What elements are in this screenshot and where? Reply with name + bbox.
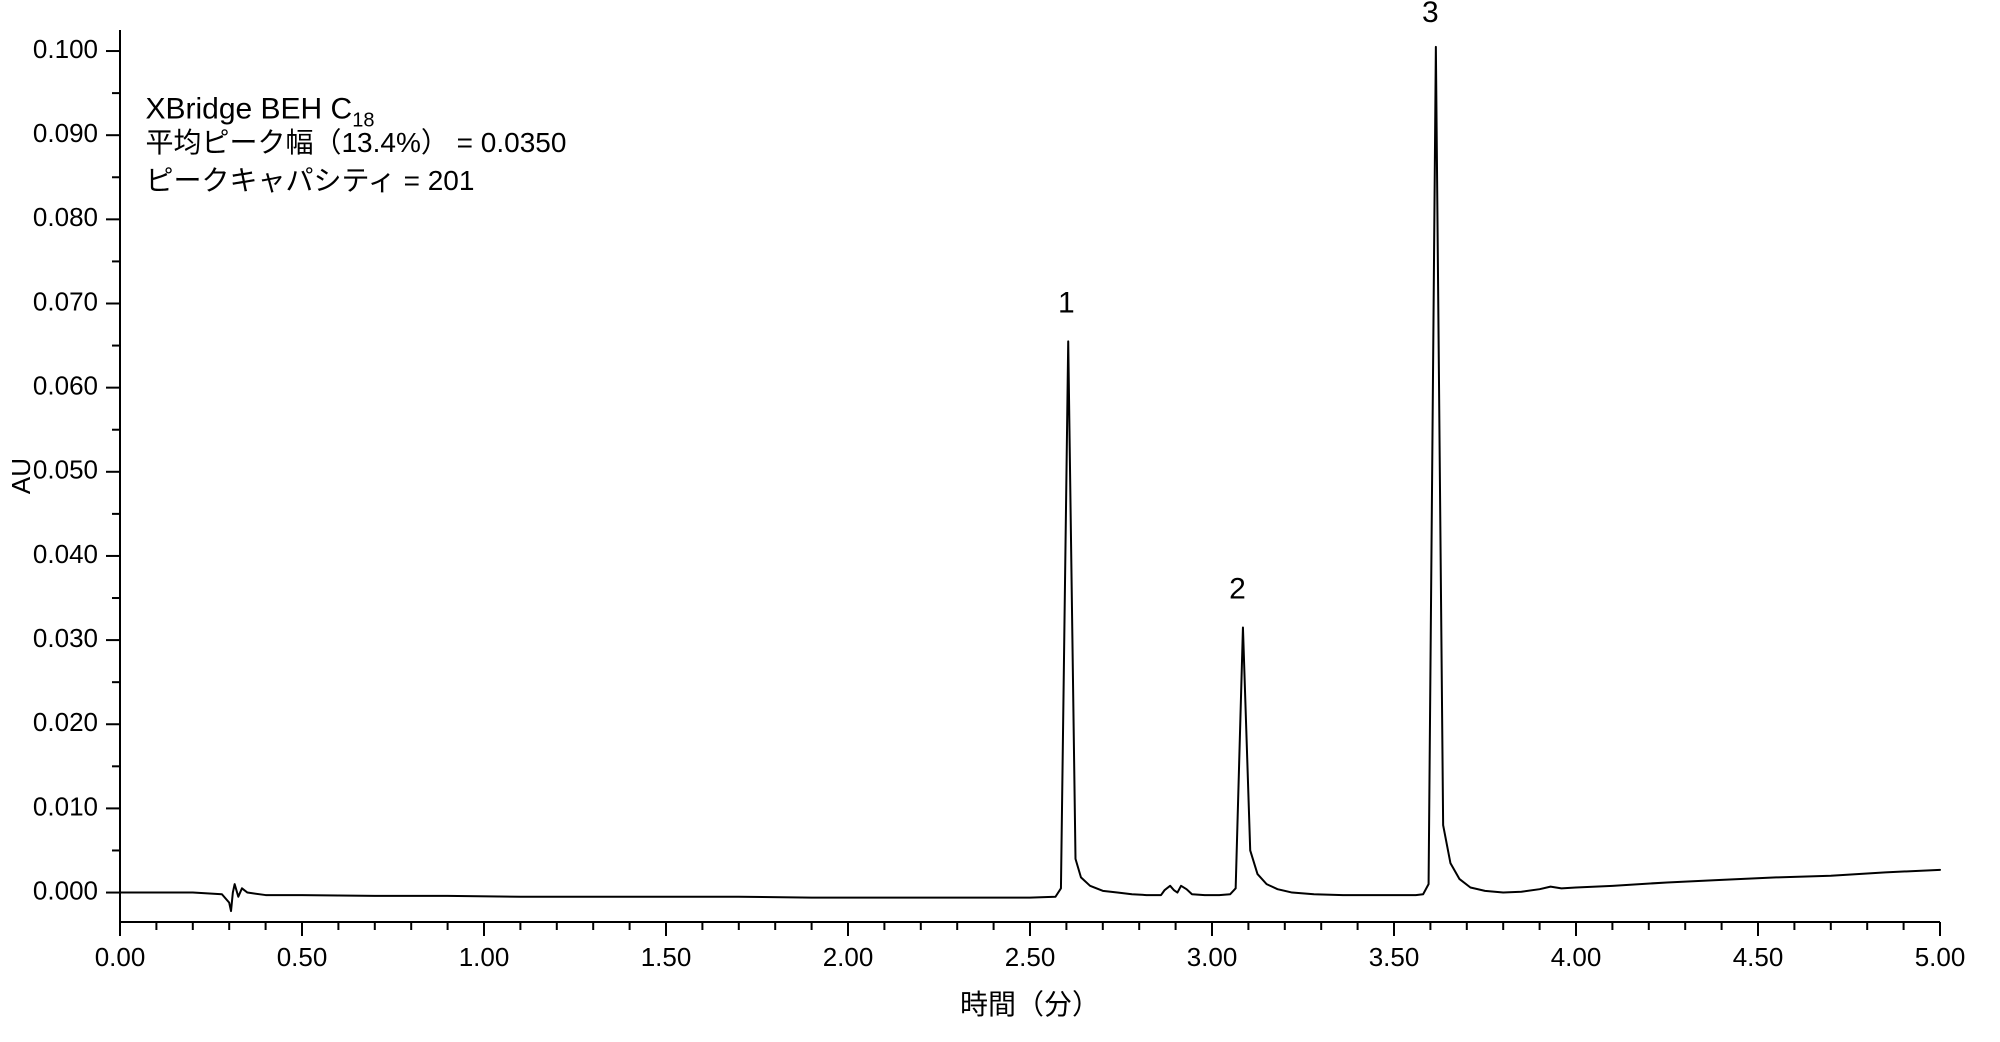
svg-text:0.090: 0.090 [33,118,98,148]
svg-text:4.00: 4.00 [1551,942,1602,972]
svg-text:0.000: 0.000 [33,875,98,905]
chart-svg: 0.000 0.010 0.020 0.030 0.040 0.050 0.060 0.070… [0,0,2000,1042]
svg-text:1.50: 1.50 [641,942,692,972]
svg-text:0.050: 0.050 [33,455,98,485]
svg-text:0.070: 0.070 [33,286,98,316]
svg-text:2.50: 2.50 [1005,942,1056,972]
svg-text:3.00: 3.00 [1187,942,1238,972]
chromatogram-chart: 0.000 0.010 0.020 0.030 0.040 0.050 0.060 0.070… [0,0,2000,1042]
svg-text:3.50: 3.50 [1369,942,1420,972]
svg-text:5.00: 5.00 [1915,942,1966,972]
svg-text:0.080: 0.080 [33,202,98,232]
svg-text:4.50: 4.50 [1733,942,1784,972]
svg-text:0.00: 0.00 [95,942,146,972]
svg-text:ピークキャパシティ = 201: ピークキャパシティ = 201 [145,165,474,196]
svg-text:1.00: 1.00 [459,942,510,972]
svg-text:時間（分）: 時間（分） [960,989,1100,1020]
svg-text:平均ピーク幅（13.4%） = 0.0350: 平均ピーク幅（13.4%） = 0.0350 [145,127,566,158]
svg-text:0.030: 0.030 [33,623,98,653]
svg-text:3: 3 [1422,0,1439,29]
svg-text:2: 2 [1229,572,1246,605]
svg-text:0.040: 0.040 [33,539,98,569]
svg-text:0.50: 0.50 [277,942,328,972]
svg-text:0.020: 0.020 [33,707,98,737]
svg-text:0.010: 0.010 [33,791,98,821]
svg-text:0.100: 0.100 [33,34,98,64]
svg-text:0.060: 0.060 [33,371,98,401]
svg-text:1: 1 [1058,286,1075,319]
svg-text:AU: AU [6,458,36,494]
svg-text:2.00: 2.00 [823,942,874,972]
